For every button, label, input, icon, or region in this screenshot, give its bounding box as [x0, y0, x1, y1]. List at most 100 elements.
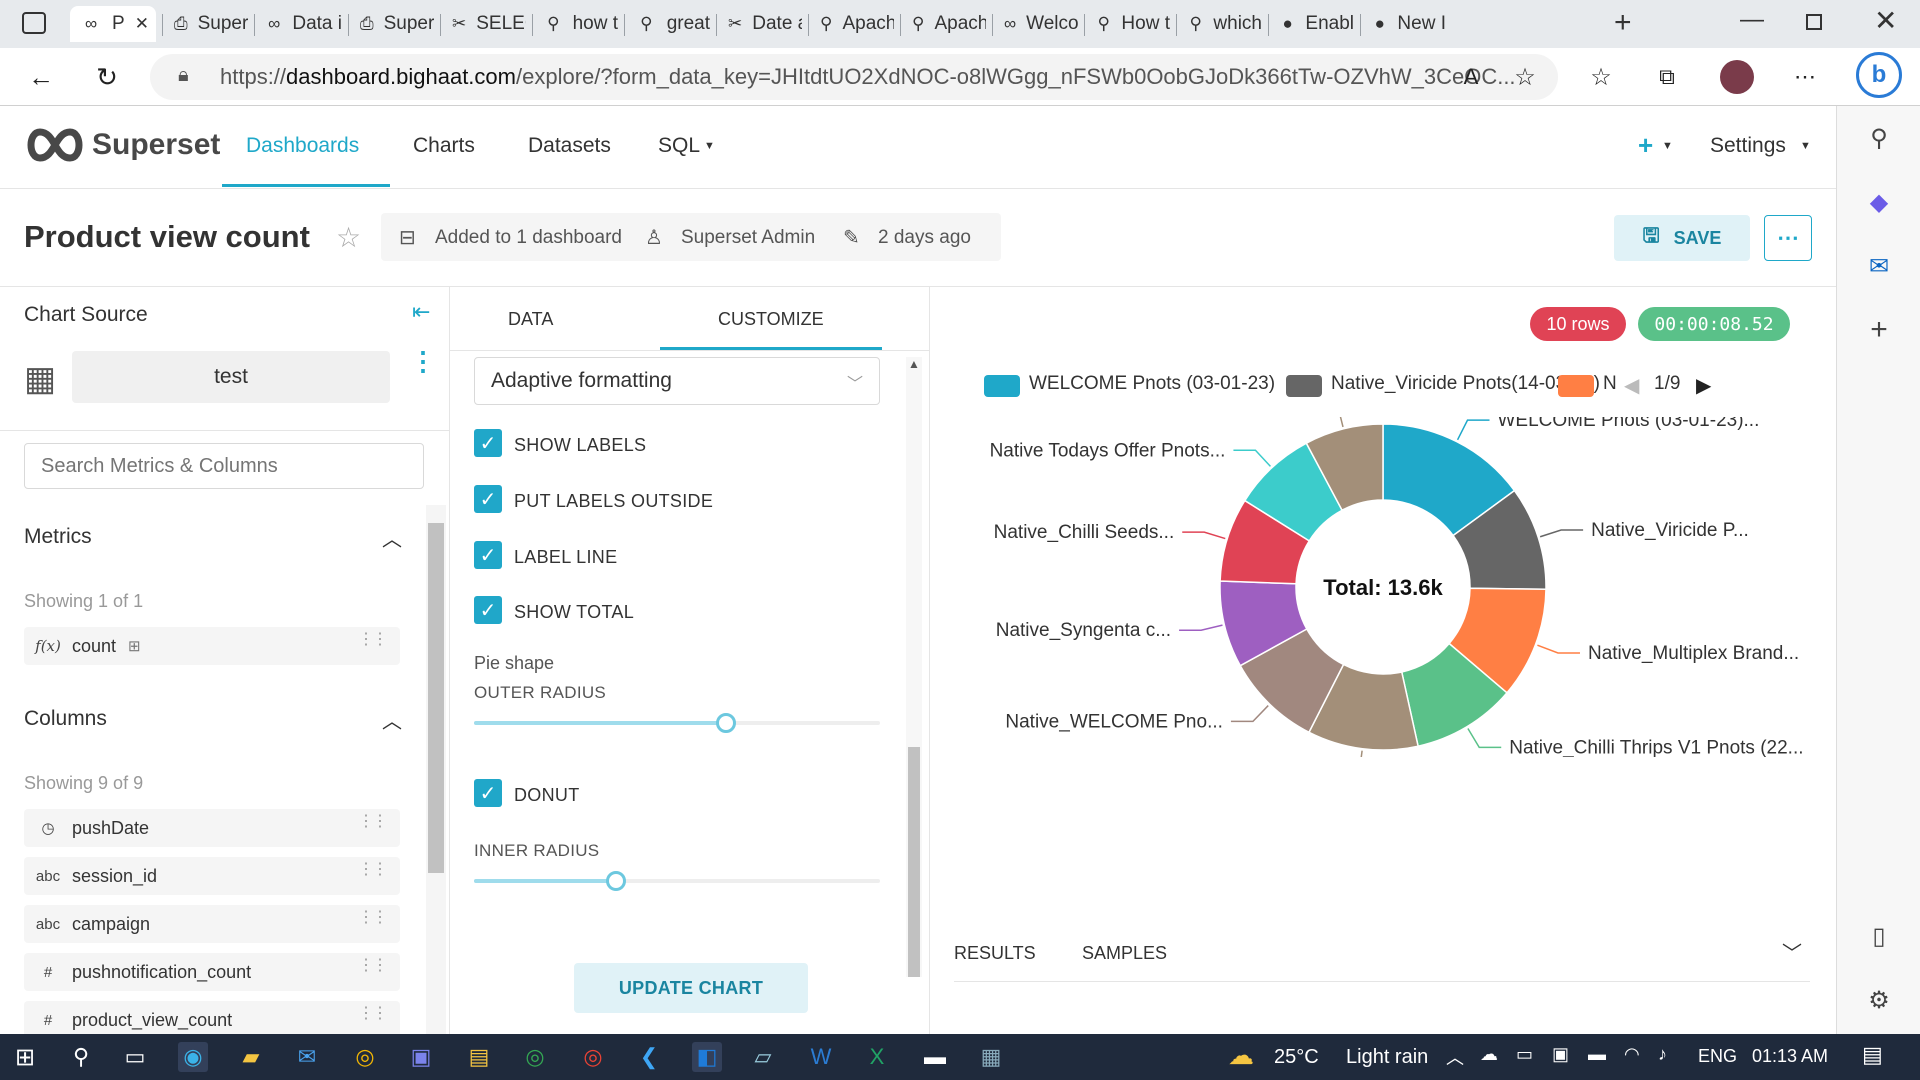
browser-tab[interactable]: ● New I — [1362, 6, 1446, 42]
chrome-icon[interactable]: ◎ — [583, 1044, 603, 1069]
scroll-up-arrow-icon[interactable]: ▲ — [908, 357, 920, 371]
settings-menu[interactable]: Settings — [1710, 134, 1786, 157]
chevron-up-icon[interactable]: ︿ — [382, 711, 402, 733]
control-scrollbar-thumb[interactable] — [908, 747, 920, 977]
column-item[interactable]: abc campaign ⋮⋮ — [24, 905, 400, 943]
inner-radius-slider[interactable] — [474, 869, 880, 893]
legend-label[interactable]: WELCOME Pnots (03-01-23) — [1029, 373, 1276, 394]
browser-tab[interactable]: ⎙ Super — [350, 6, 434, 42]
drag-handle-icon[interactable]: ⋮⋮ — [358, 861, 388, 878]
tray-chevron-up-icon[interactable]: ︿ — [1446, 1048, 1464, 1068]
browser-tab[interactable]: ∞ Welco — [994, 6, 1078, 42]
column-item[interactable]: abc session_id ⋮⋮ — [24, 857, 400, 895]
chevron-up-icon[interactable]: ︿ — [382, 529, 402, 551]
add-favorite-icon[interactable]: ☆ — [1514, 63, 1536, 91]
notepad-icon[interactable]: ▱ — [754, 1044, 772, 1069]
pie-slice[interactable] — [1305, 423, 1384, 512]
browser-tab[interactable]: ⚲ Apach — [810, 6, 894, 42]
collapse-panel-icon[interactable]: ⇤ — [412, 299, 431, 324]
column-item[interactable]: # pushnotification_count ⋮⋮ — [24, 953, 400, 991]
chrome-icon[interactable]: ◎ — [355, 1044, 375, 1069]
browser-menu-icon[interactable]: ⋯ — [1794, 64, 1816, 89]
scrollbar-thumb[interactable] — [428, 523, 444, 873]
file-explorer-icon[interactable]: ▰ — [242, 1044, 260, 1069]
legend-label[interactable]: N — [1603, 373, 1617, 394]
option-checkbox[interactable]: ✓ — [474, 541, 502, 569]
nav-sql[interactable]: SQL — [658, 134, 701, 157]
star-icon[interactable]: ☆ — [336, 222, 362, 253]
profile-avatar[interactable] — [1718, 58, 1756, 96]
outlook-icon[interactable]: ◧ — [692, 1042, 722, 1072]
excel-icon[interactable]: X — [869, 1044, 885, 1069]
search-input[interactable] — [24, 443, 424, 489]
metric-item[interactable]: f(x) count ⊞ ⋮⋮ — [24, 627, 400, 665]
teams-icon[interactable]: ▣ — [410, 1044, 432, 1069]
remote-desktop-icon[interactable]: ▦ — [980, 1044, 1002, 1069]
drag-handle-icon[interactable]: ⋮⋮ — [358, 957, 388, 974]
outer-radius-handle[interactable] — [715, 713, 736, 733]
chrome-icon[interactable]: ◎ — [525, 1044, 545, 1069]
option-checkbox[interactable]: ✓ — [474, 596, 502, 624]
store-icon[interactable]: ▤ — [468, 1044, 490, 1069]
browser-tab-active[interactable]: ∞ P ✕ — [70, 6, 156, 42]
collections-icon[interactable]: ⧉ — [1659, 64, 1675, 89]
outlook-icon[interactable]: ✉ — [1868, 252, 1890, 280]
edge-icon[interactable]: ◉ — [178, 1042, 208, 1072]
browser-tab[interactable]: ⚲ great — [626, 6, 710, 42]
vscode-icon[interactable]: ❮ — [639, 1044, 659, 1069]
notification-icon[interactable]: ▤ — [1862, 1042, 1883, 1067]
legend-prev-icon[interactable]: ◀ — [1624, 375, 1640, 397]
browser-tab[interactable]: ⚲ Apach — [902, 6, 986, 42]
nav-dashboards[interactable]: Dashboards — [246, 134, 360, 157]
close-tab-icon[interactable]: ✕ — [134, 14, 149, 33]
battery-icon[interactable]: ▬ — [1588, 1044, 1606, 1064]
gear-icon[interactable]: ⚙ — [1868, 986, 1890, 1014]
tab-data[interactable]: DATA — [508, 309, 554, 329]
legend-label[interactable]: Native_Viricide Pnots(14-03-23) — [1331, 373, 1600, 394]
column-item[interactable]: ◷ pushDate ⋮⋮ — [24, 809, 400, 847]
drag-handle-icon[interactable]: ⋮⋮ — [358, 631, 388, 648]
drag-handle-icon[interactable]: ⋮⋮ — [358, 1005, 388, 1022]
browser-tab[interactable]: ⎙ Super — [164, 6, 248, 42]
outer-radius-slider[interactable] — [474, 711, 880, 735]
display-icon[interactable]: ▣ — [1552, 1044, 1570, 1064]
refresh-icon[interactable]: ↻ — [96, 61, 118, 92]
lock-icon[interactable]: 🔒︎ — [178, 64, 189, 86]
added-to-dashboard[interactable]: Added to 1 dashboard — [435, 227, 622, 248]
column-item[interactable]: # product_view_count ⋮⋮ — [24, 1001, 400, 1034]
weather-text[interactable]: Light rain — [1346, 1046, 1429, 1068]
search-icon[interactable]: ⚲ — [72, 1044, 90, 1069]
windows-start-icon[interactable]: ⊞ — [14, 1043, 36, 1071]
read-aloud-icon[interactable]: A︎ — [1463, 64, 1479, 89]
new-tab-button[interactable]: + — [1614, 6, 1632, 39]
browser-tab[interactable]: ⚲ How t — [1086, 6, 1170, 42]
dataset-menu-icon[interactable]: ⋮ — [410, 346, 436, 376]
restore-button[interactable] — [1806, 14, 1822, 30]
legend-swatch[interactable] — [1286, 375, 1322, 397]
minimize-button[interactable]: — — [1740, 6, 1764, 33]
nav-datasets[interactable]: Datasets — [528, 134, 611, 157]
browser-tab[interactable]: ✂ SELEC — [442, 6, 526, 42]
close-window-button[interactable]: ✕ — [1874, 5, 1898, 36]
back-arrow-icon[interactable]: ← — [28, 61, 54, 92]
nav-charts[interactable]: Charts — [413, 134, 475, 157]
metrics-header[interactable]: Metrics — [24, 525, 92, 548]
add-icon[interactable]: + — [1870, 313, 1888, 346]
option-checkbox[interactable]: ✓ — [474, 429, 502, 457]
browser-tab[interactable]: ✂ Date a — [718, 6, 802, 42]
columns-header[interactable]: Columns — [24, 707, 107, 730]
sidebar-toggle-icon[interactable]: ▯ — [1872, 922, 1886, 950]
drag-handle-icon[interactable]: ⋮⋮ — [358, 909, 388, 926]
number-format-select[interactable]: Adaptive formatting ﹀ — [474, 357, 880, 405]
url-input[interactable]: 🔒︎ https://dashboard.bighaat.com/explore… — [150, 54, 1558, 100]
favorites-icon[interactable]: ☆ — [1590, 63, 1612, 91]
plus-menu-icon[interactable]: + — [1638, 130, 1654, 160]
bing-icon[interactable]: b — [1856, 52, 1902, 98]
page-title[interactable]: Product view count — [24, 219, 310, 254]
option-checkbox[interactable]: ✓ — [474, 485, 502, 513]
results-tab[interactable]: RESULTS — [954, 943, 1036, 963]
onedrive-icon[interactable]: ☁ — [1480, 1044, 1498, 1064]
task-view-icon[interactable]: ▭ — [124, 1044, 146, 1069]
dataset-selector[interactable]: test — [72, 351, 390, 403]
inner-radius-handle[interactable] — [606, 871, 627, 891]
